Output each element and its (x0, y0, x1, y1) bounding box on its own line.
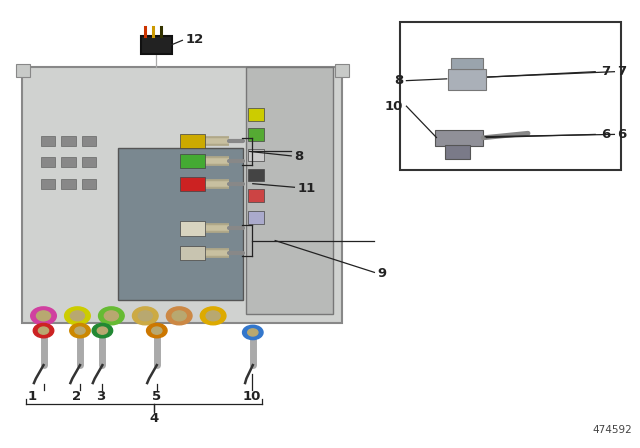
Circle shape (97, 327, 108, 334)
FancyBboxPatch shape (448, 69, 486, 90)
FancyBboxPatch shape (451, 58, 483, 69)
Circle shape (33, 323, 54, 338)
Text: 6: 6 (602, 128, 611, 141)
Circle shape (152, 327, 162, 334)
FancyBboxPatch shape (180, 246, 205, 260)
FancyBboxPatch shape (82, 179, 96, 189)
FancyBboxPatch shape (248, 128, 264, 141)
Circle shape (172, 311, 186, 321)
FancyBboxPatch shape (118, 148, 243, 300)
Circle shape (31, 307, 56, 325)
FancyBboxPatch shape (248, 108, 264, 121)
FancyBboxPatch shape (41, 136, 55, 146)
Circle shape (75, 327, 85, 334)
Text: 7: 7 (618, 65, 627, 78)
FancyBboxPatch shape (435, 130, 483, 146)
Circle shape (70, 323, 90, 338)
Circle shape (36, 311, 51, 321)
FancyBboxPatch shape (246, 67, 333, 314)
FancyBboxPatch shape (248, 189, 264, 202)
Circle shape (38, 327, 49, 334)
Circle shape (243, 325, 263, 340)
FancyBboxPatch shape (41, 179, 55, 189)
Circle shape (138, 311, 152, 321)
Text: 8: 8 (394, 74, 403, 87)
Circle shape (166, 307, 192, 325)
FancyBboxPatch shape (445, 145, 470, 159)
Text: 12: 12 (186, 33, 204, 46)
Text: 8: 8 (294, 150, 303, 164)
FancyBboxPatch shape (180, 221, 205, 236)
Circle shape (92, 323, 113, 338)
FancyBboxPatch shape (180, 154, 205, 168)
Text: 3: 3 (97, 390, 106, 403)
Circle shape (132, 307, 158, 325)
FancyBboxPatch shape (61, 157, 76, 167)
FancyBboxPatch shape (22, 67, 342, 323)
Text: 474592: 474592 (593, 426, 632, 435)
FancyBboxPatch shape (248, 169, 264, 181)
FancyBboxPatch shape (335, 64, 349, 77)
Circle shape (65, 307, 90, 325)
FancyBboxPatch shape (141, 36, 172, 54)
FancyBboxPatch shape (180, 134, 205, 148)
Circle shape (248, 329, 258, 336)
Text: 4: 4 (149, 412, 158, 426)
Circle shape (104, 311, 118, 321)
FancyBboxPatch shape (248, 211, 264, 224)
Text: 10: 10 (385, 99, 403, 113)
Text: 1: 1 (28, 390, 36, 403)
Text: 11: 11 (298, 181, 316, 195)
FancyBboxPatch shape (180, 177, 205, 191)
Text: 9: 9 (378, 267, 387, 280)
Text: 7: 7 (602, 65, 611, 78)
Circle shape (147, 323, 167, 338)
FancyBboxPatch shape (400, 22, 621, 170)
FancyBboxPatch shape (82, 136, 96, 146)
FancyBboxPatch shape (248, 149, 264, 161)
Text: 2: 2 (72, 390, 81, 403)
FancyBboxPatch shape (82, 157, 96, 167)
Text: 10: 10 (243, 390, 261, 403)
FancyBboxPatch shape (61, 179, 76, 189)
FancyBboxPatch shape (41, 157, 55, 167)
Text: 5: 5 (152, 390, 161, 403)
FancyBboxPatch shape (61, 136, 76, 146)
Circle shape (200, 307, 226, 325)
Circle shape (70, 311, 84, 321)
Circle shape (99, 307, 124, 325)
Circle shape (206, 311, 220, 321)
FancyBboxPatch shape (16, 64, 30, 77)
Text: 6: 6 (618, 128, 627, 141)
